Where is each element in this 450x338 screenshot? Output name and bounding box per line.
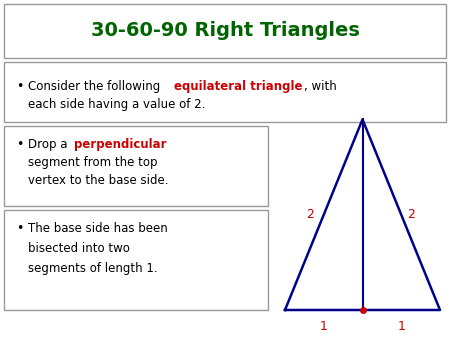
- Text: 2: 2: [306, 208, 314, 221]
- Text: 2: 2: [407, 208, 415, 221]
- Text: bisected into two: bisected into two: [28, 242, 130, 255]
- Text: segments of length 1.: segments of length 1.: [28, 262, 158, 275]
- FancyBboxPatch shape: [4, 210, 268, 310]
- Text: perpendicular: perpendicular: [74, 138, 166, 151]
- Text: equilateral triangle: equilateral triangle: [174, 80, 302, 93]
- FancyBboxPatch shape: [4, 62, 446, 122]
- Text: 30-60-90 Right Triangles: 30-60-90 Right Triangles: [90, 22, 360, 41]
- Text: Drop a: Drop a: [28, 138, 71, 151]
- Text: 1: 1: [320, 319, 328, 333]
- Text: The base side has been: The base side has been: [28, 222, 168, 235]
- FancyBboxPatch shape: [4, 4, 446, 58]
- Text: 1: 1: [397, 319, 405, 333]
- Text: , with: , with: [304, 80, 337, 93]
- Text: vertex to the base side.: vertex to the base side.: [28, 174, 168, 187]
- Text: segment from the top: segment from the top: [28, 156, 158, 169]
- FancyBboxPatch shape: [4, 126, 268, 206]
- Text: each side having a value of 2.: each side having a value of 2.: [28, 98, 205, 111]
- Text: Consider the following: Consider the following: [28, 80, 164, 93]
- Text: •: •: [16, 80, 23, 93]
- Text: •: •: [16, 222, 23, 235]
- Text: •: •: [16, 138, 23, 151]
